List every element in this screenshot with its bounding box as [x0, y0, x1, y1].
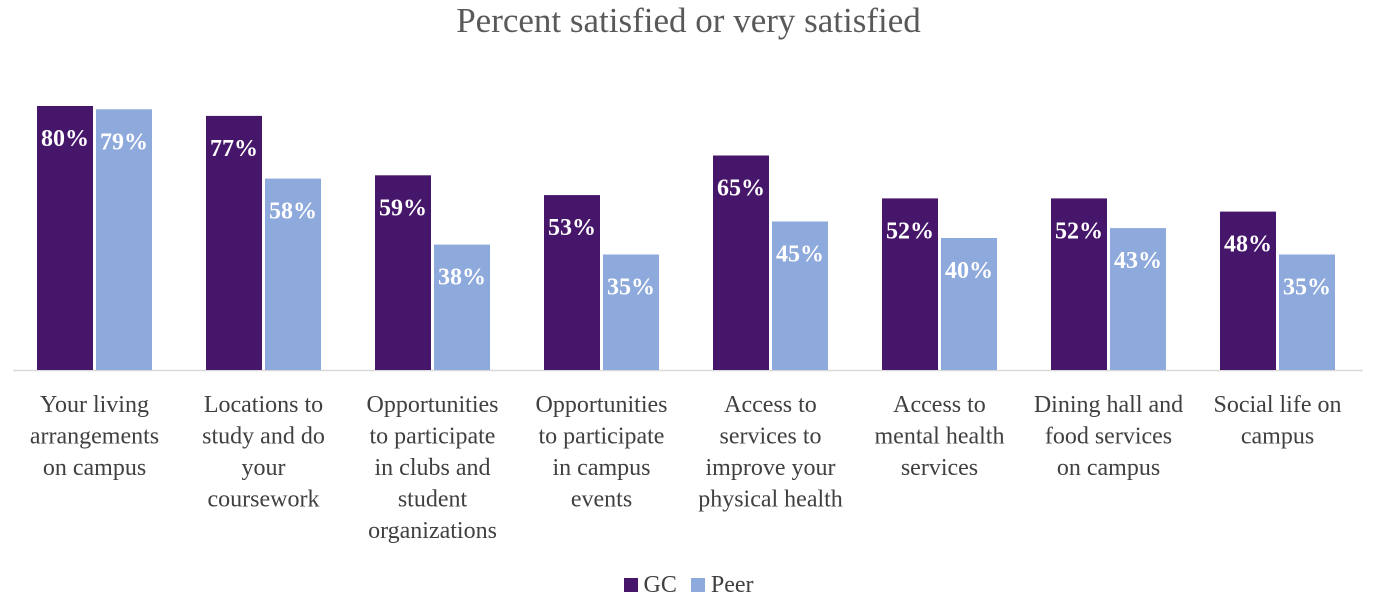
data-label-gc-1: 77% [210, 136, 258, 162]
bar-peer-7 [1279, 254, 1335, 370]
bar-peer-4 [772, 221, 828, 370]
data-label-peer-6: 43% [1114, 248, 1162, 274]
data-label-peer-3: 35% [607, 275, 655, 301]
data-label-gc-5: 52% [886, 218, 934, 244]
data-label-gc-2: 59% [379, 195, 427, 221]
bar-gc-5 [882, 198, 938, 370]
bar-gc-2 [375, 175, 431, 370]
category-label-line: Opportunities [536, 392, 668, 418]
data-label-peer-4: 45% [776, 242, 824, 268]
category-label-6: Dining hall and food services on campus [1034, 392, 1183, 481]
category-label-line: Social life on [1214, 392, 1342, 418]
category-label-line: in campus [553, 455, 651, 481]
data-label-peer-0: 79% [100, 129, 148, 155]
category-label-line: Dining hall and [1034, 392, 1183, 418]
category-label-line: food services [1045, 424, 1172, 450]
bar-peer-3 [603, 254, 659, 370]
category-label-line: on campus [1057, 455, 1160, 481]
category-label-line: Opportunities [367, 392, 499, 418]
bar-gc-7 [1220, 211, 1276, 370]
bar-gc-1 [206, 115, 262, 371]
category-label-line: to participate [370, 424, 496, 450]
legend-swatch-peer [690, 578, 705, 592]
category-label-line: study and do [202, 424, 325, 450]
category-label-line: Access to [893, 392, 986, 418]
category-label-line: mental health [875, 424, 1005, 450]
bar-peer-2 [434, 244, 490, 370]
category-label-line: student [398, 487, 468, 513]
legend-label-gc: GC [643, 572, 677, 598]
category-label-7: Social life on campus [1214, 392, 1342, 450]
legend: GC Peer [0, 570, 1377, 600]
data-label-gc-3: 53% [548, 215, 596, 241]
bar-gc-0 [37, 106, 93, 370]
bar-peer-0 [96, 109, 152, 371]
data-label-peer-2: 38% [438, 265, 486, 291]
category-label-1: Locations to study and do your coursework [202, 392, 325, 513]
category-label-line: improve your [706, 455, 836, 481]
legend-item-gc: GC [623, 570, 677, 600]
category-label-line: campus [1241, 424, 1314, 450]
bar-peer-5 [941, 238, 997, 370]
category-label-line: physical health [698, 487, 843, 513]
category-label-3: Opportunities to participate in campus even… [536, 392, 668, 513]
legend-item-peer: Peer [690, 570, 754, 600]
category-label-line: arrangements [30, 424, 159, 450]
data-label-gc-0: 80% [41, 126, 89, 152]
data-label-peer-5: 40% [945, 258, 993, 284]
bar-gc-6 [1051, 198, 1107, 370]
category-label-4: Access to services to improve your physical… [698, 392, 843, 513]
bar-peer-1 [265, 178, 321, 370]
data-label-gc-6: 52% [1055, 218, 1103, 244]
category-label-line: coursework [208, 487, 320, 513]
bar-gc-4 [713, 155, 769, 370]
category-label-line: Your living [40, 392, 149, 418]
data-label-peer-7: 35% [1283, 275, 1331, 301]
bar-peer-6 [1110, 228, 1166, 370]
category-label-line: Locations to [204, 392, 323, 418]
bar-gc-3 [544, 195, 600, 370]
legend-swatch-gc [623, 578, 638, 592]
category-label-2: Opportunities to participate in clubs and s… [367, 392, 499, 544]
data-label-peer-1: 58% [269, 199, 317, 225]
category-label-line: to participate [539, 424, 665, 450]
category-label-line: events [571, 487, 632, 513]
category-label-5: Access to mental health services [875, 392, 1005, 481]
category-label-line: Access to [724, 392, 817, 418]
data-label-gc-4: 65% [717, 176, 765, 202]
chart-title: Percent satisfied or very satisfied [456, 1, 921, 40]
category-label-0: Your living arrangements on campus [30, 392, 159, 481]
category-label-line: on campus [43, 455, 146, 481]
category-label-line: services to [720, 424, 822, 450]
category-label-line: organizations [368, 518, 497, 544]
category-label-line: services [901, 455, 978, 481]
category-label-line: in clubs and [375, 455, 491, 481]
legend-label-peer: Peer [710, 572, 754, 598]
category-label-line: your [242, 455, 286, 481]
data-label-gc-7: 48% [1224, 232, 1272, 258]
